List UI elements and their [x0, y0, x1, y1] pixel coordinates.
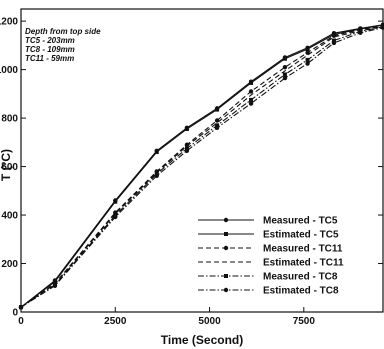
x-axis-title: Time (Second): [161, 333, 243, 347]
data-point: [248, 101, 254, 106]
data-point: [282, 64, 288, 70]
data-point: [380, 25, 384, 30]
data-point: [358, 30, 363, 35]
series-layer: [18, 22, 384, 310]
y-tick-label: 800: [1, 114, 18, 125]
series-line: [20, 26, 384, 308]
data-point: [331, 40, 337, 46]
data-point: [214, 125, 220, 130]
data-point: [215, 123, 220, 128]
data-point: [18, 304, 24, 310]
annotation-note: Depth from top side TC5 - 203mm TC8 - 10…: [25, 27, 101, 63]
data-point: [249, 80, 254, 85]
x-tick-label: 5000: [198, 316, 221, 327]
y-tick-label: 200: [1, 259, 18, 270]
data-point: [184, 126, 189, 131]
data-point: [249, 97, 254, 102]
data-point: [224, 232, 228, 236]
data-point: [52, 283, 58, 289]
legend-label: Estimated - TC11: [263, 258, 344, 269]
x-tick-label: 2500: [104, 316, 127, 327]
note-line-2: TC5 - 203mm: [25, 36, 75, 45]
y-axis-title: T (°C): [0, 149, 13, 181]
legend-label: Estimated - TC8: [263, 286, 339, 297]
data-point: [154, 173, 159, 178]
note-line-1: Depth from top side: [25, 27, 101, 36]
data-point: [154, 150, 159, 155]
legend-label: Measured - TC11: [263, 244, 343, 255]
data-point: [305, 46, 310, 51]
data-point: [184, 142, 190, 147]
series-group: [18, 25, 384, 310]
y-tick-label: 400: [1, 211, 18, 222]
data-point: [215, 107, 220, 112]
series-line: [20, 24, 384, 308]
plot-frame: [20, 8, 384, 313]
data-point: [305, 57, 310, 62]
x-tick-label: 0: [18, 316, 24, 327]
data-point: [223, 245, 229, 251]
x-tick-label: 7500: [293, 316, 316, 327]
data-point: [223, 217, 229, 223]
y-tick-label: 1200: [0, 17, 18, 28]
series-group: [20, 25, 384, 308]
data-point: [184, 146, 189, 151]
y-axis-ticks: 0 200 400 600 800 1000 1200: [0, 17, 383, 319]
data-point: [331, 33, 337, 38]
data-point: [282, 75, 288, 81]
data-point: [113, 199, 118, 204]
x-axis-ticks: 0 2500 5000 7500: [18, 307, 315, 327]
data-point: [282, 72, 287, 77]
legend-label: Measured - TC8: [263, 272, 338, 283]
series-line: [20, 27, 384, 308]
y-tick-label: 1000: [0, 65, 18, 76]
series-line: [20, 25, 384, 308]
data-point: [331, 38, 336, 43]
data-point: [282, 56, 287, 61]
note-line-4: TC11 - 59mm: [25, 54, 74, 63]
series-line: [20, 24, 384, 308]
data-point: [184, 148, 190, 154]
data-point: [113, 214, 118, 220]
y-tick-label: 600: [1, 162, 18, 173]
legend-label: Measured - TC5: [263, 216, 338, 227]
data-point: [224, 274, 228, 278]
data-point: [305, 61, 310, 66]
note-line-3: TC8 - 109mm: [25, 45, 75, 54]
y-tick-label: 0: [12, 308, 18, 319]
data-point: [223, 287, 229, 293]
legend-label: Estimated - TC5: [263, 230, 339, 241]
legend: Measured - TC5 Estimated - TC5 Measured - …: [198, 216, 344, 297]
data-point: [248, 89, 254, 94]
